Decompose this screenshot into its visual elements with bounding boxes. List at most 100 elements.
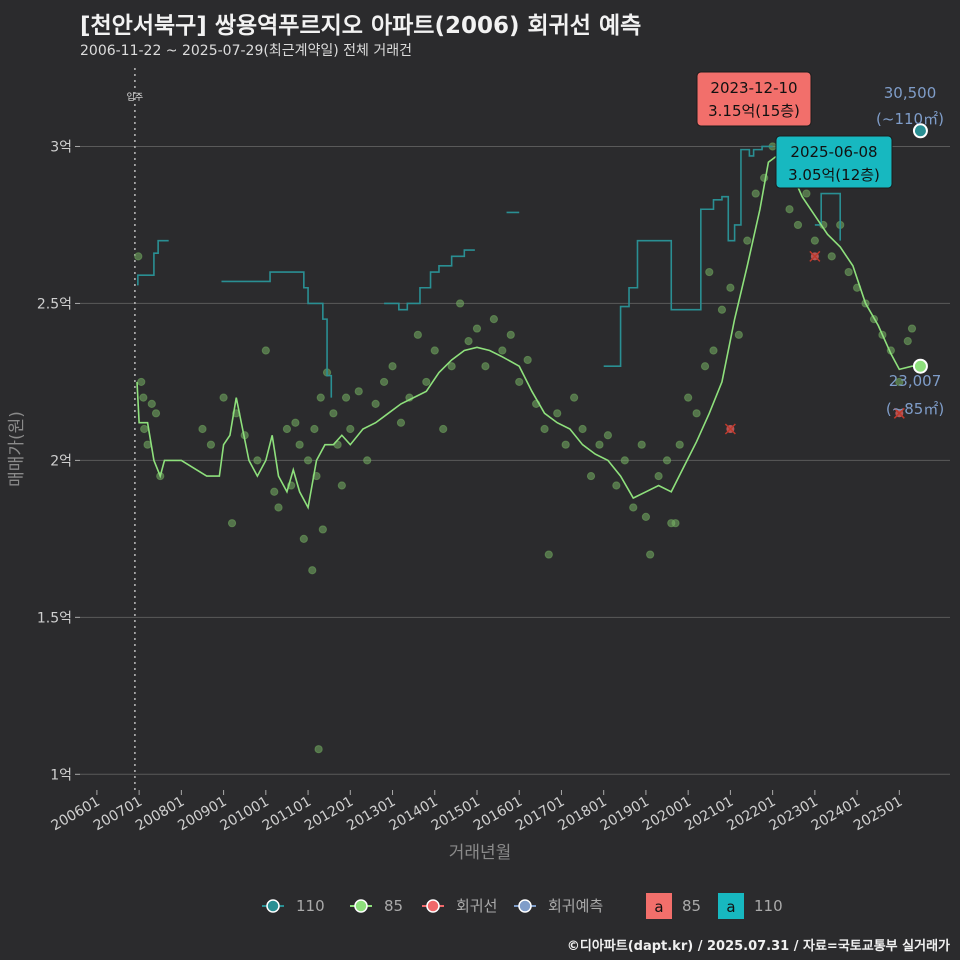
- transaction-point: [308, 566, 317, 575]
- legend-label: 110: [296, 897, 325, 915]
- transaction-point: [295, 440, 304, 449]
- legend-label: 회귀예측: [548, 897, 603, 915]
- transaction-point: [299, 534, 308, 543]
- transaction-point: [134, 252, 143, 261]
- transaction-point: [329, 409, 338, 418]
- transaction-point: [637, 440, 646, 449]
- transaction-point: [570, 393, 579, 402]
- transaction-point: [603, 431, 613, 440]
- transaction-point: [726, 283, 735, 292]
- transaction-point: [481, 362, 490, 371]
- legend-swatch-letter: a: [726, 898, 735, 916]
- transaction-point: [907, 324, 917, 333]
- annotation-price: 3.05억(12층): [788, 166, 880, 184]
- transaction-point: [785, 205, 794, 214]
- transaction-point: [371, 399, 380, 408]
- transaction-point: [515, 377, 524, 387]
- annotation-box: [696, 71, 812, 127]
- transaction-point: [540, 424, 549, 434]
- transaction-point: [388, 362, 397, 371]
- chart-subtitle: 2006-11-22 ~ 2025-07-29(최근계약일) 전체 거래건: [80, 43, 412, 59]
- transaction-point: [705, 267, 714, 277]
- annotation-max-85: 2023-12-10 3.15억(15층): [696, 71, 812, 127]
- legend-label: 85: [384, 897, 403, 915]
- y-tick-label: 3억: [50, 139, 72, 155]
- transaction-point: [291, 418, 300, 427]
- transaction-point: [337, 481, 346, 490]
- y-tick-label: 2억: [50, 453, 72, 469]
- transaction-point: [310, 424, 319, 434]
- transaction-point: [316, 393, 325, 402]
- transaction-point: [675, 440, 684, 449]
- transaction-point: [734, 330, 743, 339]
- transaction-point: [489, 315, 498, 324]
- transaction-point: [743, 236, 752, 245]
- transaction-point: [363, 456, 372, 465]
- transaction-point: [430, 346, 439, 355]
- legend-item-110: 110: [262, 897, 325, 915]
- transaction-point: [578, 424, 587, 434]
- legend-item-forecast: 회귀예측: [514, 897, 603, 915]
- transaction-point: [282, 424, 292, 434]
- legend-swatch: [718, 893, 744, 919]
- y-tick-label: 1억: [50, 767, 72, 783]
- annotation-date: 2023-12-10: [710, 79, 797, 97]
- transaction-point: [455, 299, 465, 308]
- y-tick-label: 1.5억: [37, 610, 72, 626]
- transaction-point: [523, 355, 532, 365]
- transaction-point: [139, 393, 148, 402]
- transaction-point: [354, 387, 363, 396]
- move-in-label: 입주: [127, 91, 144, 103]
- y-axis-title: 매매가(원): [7, 411, 27, 487]
- transaction-point: [314, 745, 323, 754]
- transaction-point: [206, 440, 216, 449]
- forecast-point-110: [912, 123, 928, 139]
- transaction-point: [140, 424, 149, 434]
- legend-item-85: 85: [350, 897, 403, 915]
- transaction-point: [379, 377, 389, 387]
- y-tick-label: 2.5억: [37, 296, 72, 312]
- transaction-point: [270, 487, 279, 496]
- transaction-point: [700, 362, 710, 371]
- transaction-point: [198, 424, 207, 434]
- transaction-point: [544, 550, 553, 559]
- transaction-point: [413, 330, 422, 339]
- forecast-label-85: 23,007: [889, 372, 942, 390]
- transaction-point: [318, 525, 327, 534]
- transaction-point: [261, 346, 270, 355]
- transaction-point: [506, 330, 515, 339]
- transaction-point: [903, 337, 912, 346]
- transaction-point: [464, 337, 473, 346]
- x-tick-label: 202501: [851, 794, 905, 835]
- legend-marker: [518, 899, 532, 913]
- legend-box110: a 110: [718, 893, 783, 919]
- annotation-box: [775, 135, 893, 189]
- transaction-point: [810, 236, 819, 245]
- transaction-point: [447, 362, 456, 371]
- legend-box85: a 85: [646, 893, 701, 919]
- transaction-point: [684, 393, 693, 402]
- cancelled-x-mark: [809, 250, 821, 262]
- transaction-point: [553, 409, 562, 418]
- transaction-point: [827, 252, 836, 261]
- legend-marker: [426, 899, 440, 913]
- legend-swatch-letter: a: [654, 898, 663, 916]
- transaction-point: [620, 456, 629, 465]
- transaction-point: [137, 377, 146, 387]
- source-credit: ©디아파트(dapt.kr) / 2025.07.31 / 자료=국토교통부 실…: [566, 939, 950, 954]
- transaction-point: [709, 346, 718, 355]
- transaction-point: [396, 418, 406, 427]
- transaction-point: [227, 519, 237, 528]
- series-85-line: [136, 154, 921, 510]
- transaction-point: [802, 189, 811, 198]
- transaction-point: [498, 346, 507, 355]
- transaction-point: [662, 456, 672, 465]
- transaction-point: [422, 377, 431, 387]
- transaction-point: [219, 393, 228, 402]
- forecast-area-85: (~85㎡): [886, 400, 944, 418]
- legend-item-regression: 회귀선: [422, 897, 497, 915]
- chart-title: [천안서북구] 쌍용역푸르지오 아파트(2006) 회귀선 예측: [80, 13, 642, 39]
- transaction-point: [595, 440, 604, 449]
- transaction-point: [561, 440, 570, 449]
